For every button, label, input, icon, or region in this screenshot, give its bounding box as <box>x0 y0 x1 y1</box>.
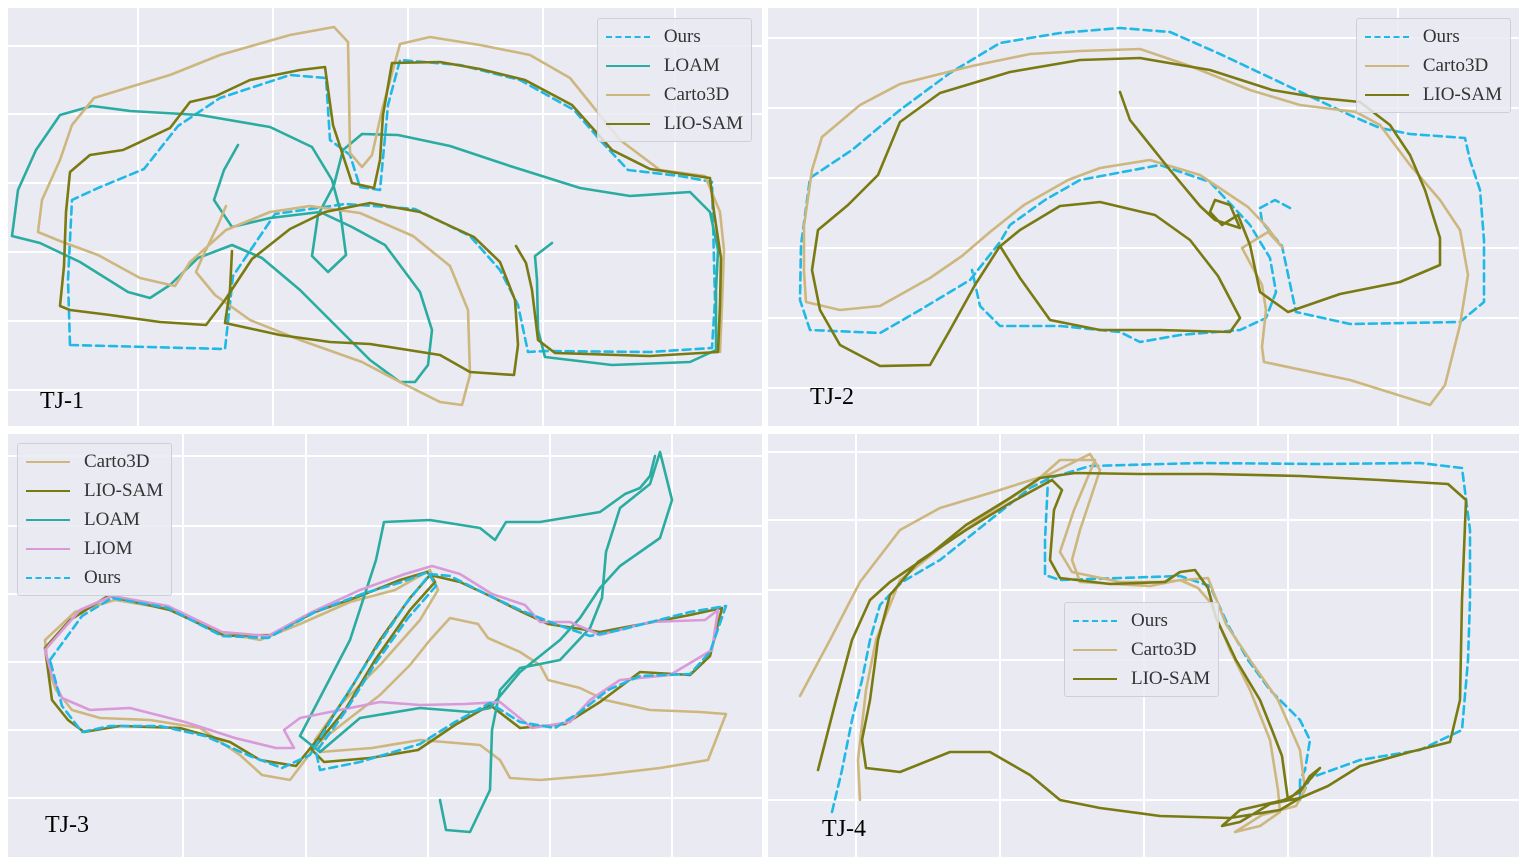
legend-label: Carto3D <box>84 450 150 472</box>
trajectory-loam <box>298 450 674 834</box>
legend-label: Ours <box>84 566 121 588</box>
trajectory-loam <box>10 104 720 384</box>
legend-label: LIO-SAM <box>84 479 164 501</box>
trajectory-lio-sam <box>43 570 724 768</box>
legend-entry: LIO-SAM <box>1364 80 1502 109</box>
legend-label: LIO-SAM <box>663 112 743 134</box>
legend-entry: Carto3D <box>1073 635 1210 664</box>
trajectory-carto3d <box>798 452 1307 834</box>
legend-swatch <box>605 64 650 67</box>
plot-tj2 <box>768 8 1519 426</box>
panel-label-tj4: TJ-4 <box>822 816 866 842</box>
legend-label: LOAM <box>84 508 140 530</box>
trajectory-lio-sam <box>58 60 723 377</box>
legend-label: LIO-SAM <box>1131 667 1211 689</box>
legend-entry: LIO-SAM <box>26 476 163 505</box>
trajectory-carto3d <box>43 568 728 782</box>
legend-entry: Carto3D <box>1364 51 1502 80</box>
legend-tj4: Ours Carto3D LIO-SAM <box>1064 602 1220 697</box>
legend-label: Carto3D <box>663 83 730 105</box>
legend-swatch <box>1073 619 1117 622</box>
legend-swatch <box>605 35 650 38</box>
legend-label: Ours <box>1422 25 1460 47</box>
legend-swatch <box>1364 64 1409 67</box>
legend-entry: LIOM <box>26 534 163 563</box>
legend-swatch <box>26 518 70 521</box>
legend-entry: LIO-SAM <box>1073 664 1210 693</box>
panel-label-tj3: TJ-3 <box>45 812 89 838</box>
legend-entry: LIO-SAM <box>605 109 743 138</box>
legend-label: LIOM <box>84 537 133 559</box>
legend-swatch <box>605 122 650 125</box>
legend-swatch <box>1364 35 1409 38</box>
legend-entry: Carto3D <box>26 447 163 476</box>
legend-entry: LOAM <box>605 51 743 80</box>
panel-tj3: TJ-3 Carto3D LIO-SAM LOAM LIOM Ours <box>8 434 762 857</box>
trajectory-ours <box>48 570 728 772</box>
legend-swatch <box>26 489 70 492</box>
legend-entry: LOAM <box>26 505 163 534</box>
legend-swatch <box>1073 648 1117 651</box>
trajectory-ours <box>798 26 1486 344</box>
legend-swatch <box>26 576 70 579</box>
legend-entry: Ours <box>26 563 163 592</box>
panel-tj4: TJ-4 Ours Carto3D LIO-SAM <box>768 434 1519 857</box>
plot-tj1 <box>8 8 762 426</box>
legend-entry: Ours <box>1364 22 1502 51</box>
panel-tj2: TJ-2 Ours Carto3D LIO-SAM <box>768 8 1519 426</box>
legend-swatch <box>26 460 70 463</box>
legend-label: Carto3D <box>1422 54 1489 76</box>
gridlines <box>8 8 762 426</box>
legend-label: LIO-SAM <box>1422 83 1502 105</box>
panel-label-tj2: TJ-2 <box>810 384 854 410</box>
trajectory-lio-sam <box>810 56 1442 368</box>
legend-swatch <box>1364 93 1409 96</box>
legend-swatch <box>605 93 650 96</box>
legend-tj1: Ours LOAM Carto3D LIO-SAM <box>596 18 752 142</box>
legend-tj3: Carto3D LIO-SAM LOAM LIOM Ours <box>17 443 173 596</box>
legend-swatch <box>26 547 70 550</box>
plot-tj4 <box>768 434 1519 857</box>
panel-label-tj1: TJ-1 <box>40 388 84 414</box>
legend-swatch <box>1073 677 1117 680</box>
trajectory-carto3d <box>802 47 1470 407</box>
trajectory-carto3d <box>36 25 726 407</box>
panel-tj1: TJ-1 Ours LOAM Carto3D LIO-SAM <box>8 8 762 426</box>
legend-tj2: Ours Carto3D LIO-SAM <box>1355 18 1511 113</box>
legend-entry: Carto3D <box>605 80 743 109</box>
trajectory-lio-sam <box>816 471 1468 828</box>
legend-label: Ours <box>663 25 701 47</box>
legend-label: Ours <box>1131 609 1168 631</box>
legend-entry: Ours <box>605 22 743 51</box>
legend-entry: Ours <box>1073 606 1210 635</box>
legend-label: Carto3D <box>1131 638 1197 660</box>
legend-label: LOAM <box>663 54 720 76</box>
